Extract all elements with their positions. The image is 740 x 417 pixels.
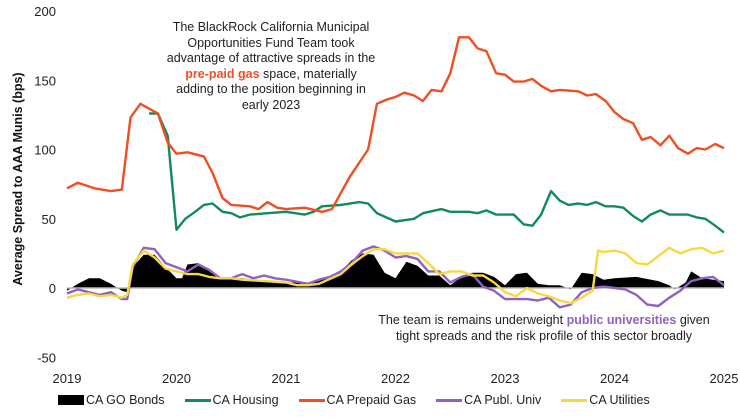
x-tick-label: 2022: [381, 371, 410, 386]
series-area-ca-go-bonds: [67, 253, 724, 293]
annotation-prepaid-gas: The BlackRock California Municipal Oppor…: [166, 20, 376, 113]
legend-item-ca-housing: CA Housing: [184, 393, 279, 407]
annotation-text: The team is remains underweight: [378, 313, 567, 327]
legend-item-ca-publ-univ: CA Publ. Univ: [436, 393, 541, 407]
annotation-text: given tight spreads and the risk profile…: [396, 313, 710, 343]
legend-swatch: [436, 398, 463, 402]
y-tick-label: 50: [42, 212, 56, 227]
y-tick-label: 100: [34, 143, 56, 158]
legend-swatch: [184, 398, 211, 402]
legend-item-ca-go-bonds: CA GO Bonds: [58, 393, 165, 407]
series-line-ca-housing: [149, 112, 725, 234]
x-tick-label: 2025: [710, 371, 739, 386]
x-tick-label: 2023: [491, 371, 520, 386]
annotation-text: The BlackRock California Municipal Oppor…: [166, 20, 376, 65]
legend-item-ca-utilities: CA Utilities: [561, 393, 650, 407]
legend-swatch: [58, 395, 84, 405]
x-tick-label: 2020: [162, 371, 191, 386]
x-tick-label: 2019: [53, 371, 82, 386]
series-line-ca-prepaid-gas: [66, 36, 725, 214]
legend-swatch: [561, 398, 588, 402]
y-tick-label: 150: [34, 73, 56, 88]
x-tick-label: 2024: [600, 371, 629, 386]
legend-label: CA GO Bonds: [86, 393, 165, 407]
series-line-ca-publ-univ: [66, 245, 725, 309]
annotation-public-universities: The team is remains underweight public u…: [368, 313, 720, 344]
legend-swatch: [298, 398, 325, 402]
y-axis-title: Average Spread to AAA Munis (bps): [11, 72, 25, 286]
legend-label: CA Prepaid Gas: [326, 393, 417, 407]
y-tick-label: 0: [49, 281, 56, 296]
legend: CA GO Bonds CA Housing CA Prepaid Gas CA…: [58, 393, 670, 407]
annotation-text: space, materially adding to the position…: [176, 66, 366, 112]
legend-item-ca-prepaid-gas: CA Prepaid Gas: [298, 393, 417, 407]
series-line-ca-utilities: [66, 246, 725, 305]
legend-label: CA Housing: [212, 393, 279, 407]
x-tick-label: 2021: [272, 371, 301, 386]
legend-label: CA Utilities: [589, 393, 650, 407]
legend-label: CA Publ. Univ: [464, 393, 542, 407]
y-tick-label: 200: [34, 4, 56, 19]
annotation-highlight: public universities: [566, 313, 677, 327]
y-tick-label: -50: [37, 350, 56, 365]
annotation-highlight: pre-paid gas: [185, 66, 260, 81]
